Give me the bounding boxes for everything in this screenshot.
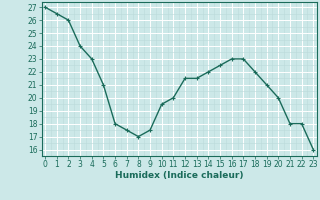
X-axis label: Humidex (Indice chaleur): Humidex (Indice chaleur) bbox=[115, 171, 244, 180]
